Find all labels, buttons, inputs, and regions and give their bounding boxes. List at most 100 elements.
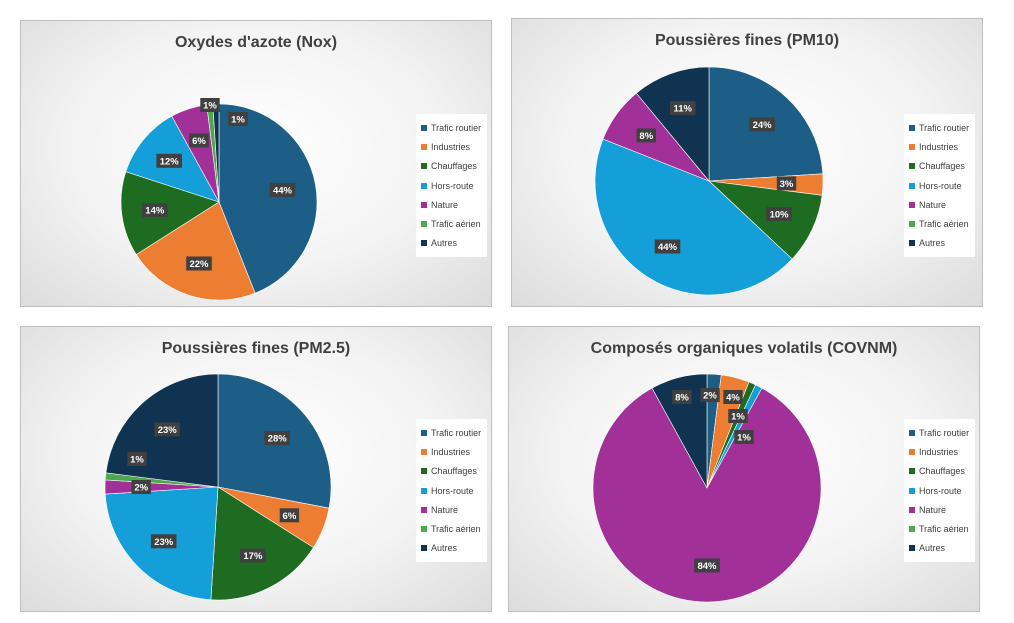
data-label-box xyxy=(269,182,296,197)
chart-panel-nox: Oxydes d'azote (Nox) 44% 22% 14% 12% 6% 1% 1% … xyxy=(20,20,492,307)
pie-slice-industries xyxy=(135,201,256,301)
legend-item-trafic-aerien: Trafic aérien xyxy=(909,214,969,233)
legend-item-trafic-routier: Trafic routier xyxy=(421,423,481,442)
data-label-nature: 6% xyxy=(189,133,209,148)
legend-label: Hors-route xyxy=(919,180,962,191)
data-label-box xyxy=(734,430,754,444)
data-label-box xyxy=(264,431,290,445)
data-label-autres: 1% xyxy=(228,112,248,126)
data-label-nature: 84% xyxy=(694,558,720,573)
pie-chart-pm25: 28% 6% 17% 23% 2% 1% 23% xyxy=(104,373,332,601)
legend-label: Chauffages xyxy=(919,466,965,477)
chart-legend: Trafic routier Industries Chauffages Hors-r… xyxy=(416,114,488,258)
legend-swatch xyxy=(909,182,915,189)
data-label-text: 2% xyxy=(703,391,717,402)
data-label-box xyxy=(700,388,720,402)
legend-item-autres: Autres xyxy=(909,539,969,558)
chart-panel-pm10: Poussières fines (PM10) 24% 3% 10% 44% 8% 11%… xyxy=(511,18,983,307)
legend-swatch xyxy=(909,487,915,494)
legend-swatch xyxy=(421,163,427,170)
legend-swatch xyxy=(421,506,427,513)
chart-panel-pm25: Poussières fines (PM2.5) 28% 6% 17% 23% 2% 1%… xyxy=(20,326,492,612)
legend-label: Hors-route xyxy=(919,485,962,496)
chart-title: Poussières fines (PM10) xyxy=(654,32,840,49)
data-label-box xyxy=(669,101,696,116)
data-label-box xyxy=(156,153,182,168)
legend-swatch xyxy=(909,201,915,208)
data-label-trafic-aerien: 1% xyxy=(200,98,220,112)
data-label-hors-route: 1% xyxy=(734,430,754,444)
legend-item-chauffages: Chauffages xyxy=(909,462,969,481)
legend-swatch xyxy=(421,240,427,247)
data-label-text: 1% xyxy=(731,412,745,423)
legend-label: Trafic routier xyxy=(431,122,482,133)
legend-item-industries: Industries xyxy=(421,442,481,461)
data-label-text: 14% xyxy=(145,206,165,217)
legend-item-industries: Industries xyxy=(909,137,969,156)
data-label-text: 24% xyxy=(753,120,773,131)
legend-swatch xyxy=(421,143,427,150)
pie-slice-autres xyxy=(635,66,710,182)
data-label-text: 6% xyxy=(192,136,206,147)
data-label-box xyxy=(672,390,692,404)
legend-item-autres: Autres xyxy=(909,234,969,253)
legend-item-trafic-routier: Trafic routier xyxy=(909,423,969,442)
legend-item-industries: Industries xyxy=(909,442,969,461)
data-label-hors-route: 44% xyxy=(654,239,681,254)
pie-slice-chauffages xyxy=(120,171,220,255)
legend-label: Autres xyxy=(431,238,458,249)
legend-label: Trafic aérien xyxy=(919,219,969,230)
chart-panel-covnm: Composés organiques volatils (COVNM) 2% 4… xyxy=(508,326,980,612)
data-label-text: 4% xyxy=(726,393,740,404)
pie-chart-pm10: 24% 3% 10% 44% 8% 11% xyxy=(594,66,824,296)
legend-item-hors-route: Hors-route xyxy=(909,176,969,195)
data-label-text: 44% xyxy=(658,242,678,253)
legend-swatch xyxy=(421,124,427,131)
legend-item-industries: Industries xyxy=(421,137,481,156)
data-label-box xyxy=(142,203,168,218)
legend-label: Industries xyxy=(431,141,471,152)
data-label-text: 23% xyxy=(154,537,174,548)
legend-swatch xyxy=(421,545,427,552)
legend-swatch xyxy=(909,143,915,150)
data-label-text: 23% xyxy=(158,425,178,436)
legend-label: Trafic aérien xyxy=(431,219,481,230)
legend-label: Industries xyxy=(919,446,959,457)
chart-legend: Trafic routier Industries Chauffages Hors-r… xyxy=(904,419,976,563)
data-label-trafic-routier: 24% xyxy=(749,117,775,132)
legend-swatch xyxy=(909,221,915,228)
pie-slice-nature xyxy=(592,387,822,603)
legend-label: Chauffages xyxy=(919,161,965,172)
legend-item-nature: Nature xyxy=(909,195,969,214)
legend-swatch xyxy=(909,240,915,247)
legend-swatch xyxy=(421,468,427,475)
data-label-text: 1% xyxy=(203,101,217,112)
legend-swatch xyxy=(909,429,915,436)
legend-label: Trafic routier xyxy=(919,122,970,133)
data-label-box xyxy=(186,256,212,271)
data-label-box xyxy=(279,508,300,523)
data-label-text: 1% xyxy=(130,455,144,466)
legend-item-nature: Nature xyxy=(421,500,481,519)
data-label-industries: 22% xyxy=(186,256,212,271)
legend-item-hors-route: Hors-route xyxy=(421,176,481,195)
legend-label: Nature xyxy=(431,199,459,210)
data-label-text: 1% xyxy=(737,433,751,444)
data-label-text: 11% xyxy=(673,104,692,115)
data-label-box xyxy=(776,176,797,191)
data-label-box xyxy=(636,128,656,143)
pie-slice-hors-route xyxy=(594,138,793,296)
data-label-box xyxy=(127,452,147,466)
pie-slice-trafic-routier xyxy=(218,103,318,294)
data-label-autres: 11% xyxy=(669,101,696,116)
data-label-box xyxy=(150,534,177,549)
data-label-industries: 4% xyxy=(723,390,743,404)
legend-swatch xyxy=(909,448,915,455)
legend-item-trafic-routier: Trafic routier xyxy=(421,118,481,137)
legend-item-autres: Autres xyxy=(421,234,481,253)
data-label-nature: 8% xyxy=(636,128,656,143)
legend-label: Autres xyxy=(919,238,946,249)
data-label-trafic-routier: 44% xyxy=(269,182,296,197)
data-label-chauffages: 10% xyxy=(766,207,792,221)
legend-item-chauffages: Chauffages xyxy=(909,157,969,176)
